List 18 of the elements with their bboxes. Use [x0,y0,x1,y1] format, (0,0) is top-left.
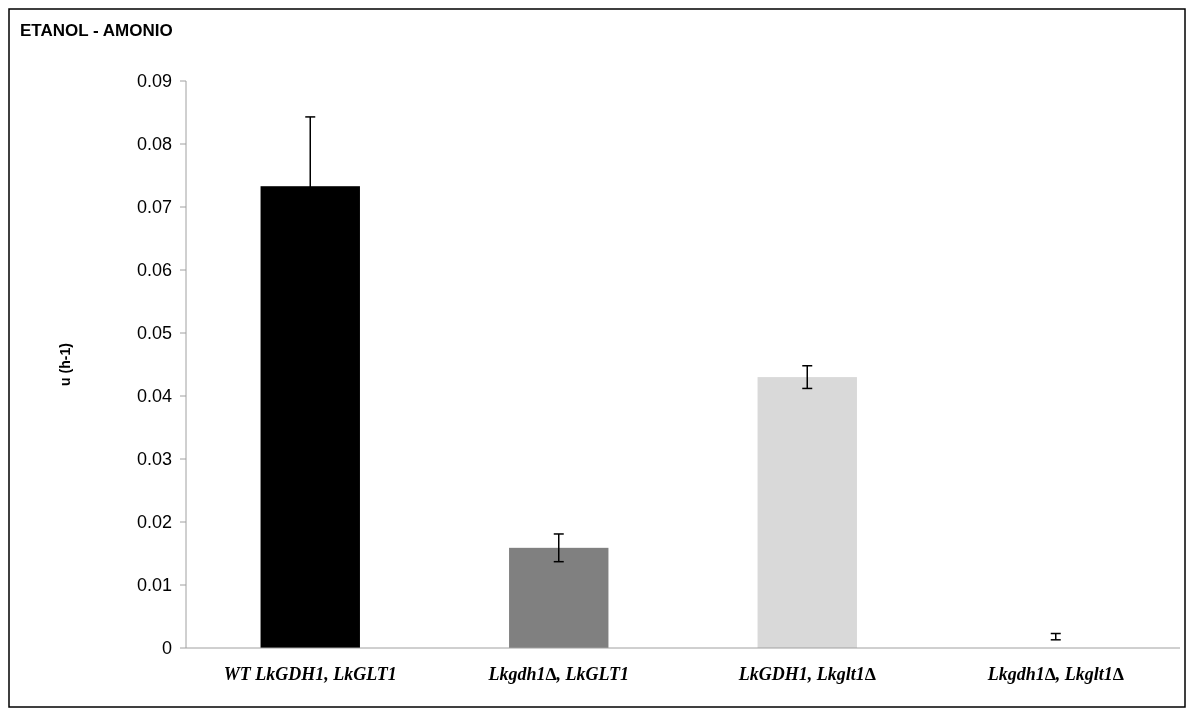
x-tick-label: Lkgdh1∆, Lkglt1∆ [986,664,1124,684]
x-tick-label: Lkgdh1∆, LkGLT1 [487,664,630,684]
y-tick-label: 0.03 [136,449,172,470]
y-tick-label: 0.06 [136,260,172,281]
y-tick-label: 0.04 [136,386,172,407]
x-tick-label: WT LkGDH1, LkGLT1 [223,664,397,684]
y-tick-label: 0.09 [136,71,172,92]
y-tick-label: 0.02 [136,512,172,533]
bar [509,547,609,648]
y-tick-label: 0.05 [136,323,172,344]
x-tick-label: LkGDH1, Lkglt1∆ [737,664,876,684]
chart-title: ETANOL - AMONIO [20,21,173,40]
y-tick-label: 0.01 [136,575,172,596]
y-tick-label: 0.08 [136,134,172,155]
y-tick-label: 0 [161,638,172,659]
y-axis-title: u (h-1) [57,343,73,386]
bar [757,377,857,648]
y-tick-label: 0.07 [136,197,172,218]
